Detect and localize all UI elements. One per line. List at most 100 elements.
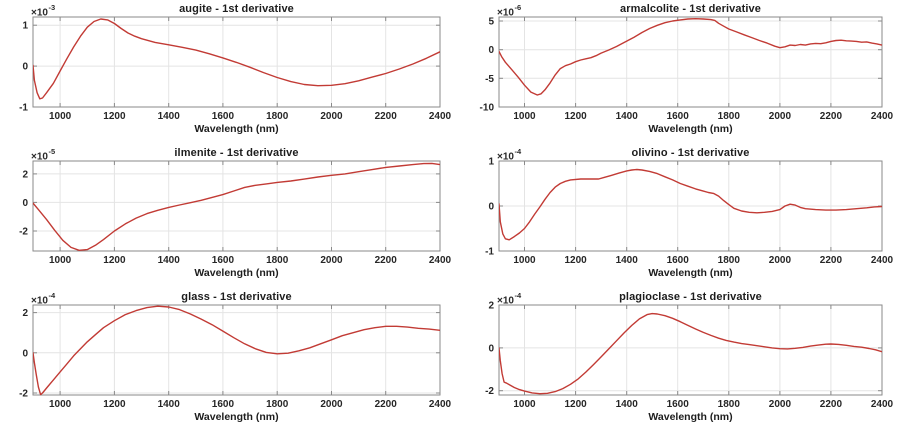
svg-text:1000: 1000 [513,255,536,266]
svg-text:2200: 2200 [375,111,398,122]
svg-text:2200: 2200 [820,399,843,410]
svg-text:1: 1 [22,21,28,32]
svg-text:1000: 1000 [513,399,536,410]
exponent-power: -3 [48,3,56,12]
svg-text:2000: 2000 [769,399,792,410]
svg-text:2: 2 [22,169,28,180]
svg-text:1800: 1800 [718,399,741,410]
plot-title: olivino - 1st derivative [631,147,750,159]
svg-text:1: 1 [488,157,494,168]
svg-text:1800: 1800 [266,111,289,122]
olivino-line-chart: 1000 1200 1400 1600 1800 2000 2200 2400 -1 0 1 [485,157,894,267]
svg-text:1000: 1000 [49,111,72,122]
augite-line-chart: 1000 1200 1400 1600 1800 2000 2200 2400 -1 0 1 [19,16,452,122]
svg-text:2400: 2400 [429,399,452,410]
exponent-power: -4 [514,147,522,156]
exponent-power: -4 [514,291,522,300]
svg-text:1200: 1200 [103,111,126,122]
svg-text:1600: 1600 [667,399,690,410]
plot-title: augite - 1st derivative [179,3,294,15]
y-axis-exponent: ×10-4 [31,291,56,307]
exponent-power: -5 [48,147,56,156]
plot-ilmenite: ×10-5 ilmenite - 1st derivative 1000 1200… [0,144,460,288]
svg-text:2200: 2200 [820,111,843,122]
svg-text:1800: 1800 [718,111,741,122]
svg-text:0: 0 [22,198,28,209]
svg-text:1200: 1200 [103,399,126,410]
plot-title: armalcolite - 1st derivative [620,3,761,15]
svg-text:1400: 1400 [158,111,181,122]
svg-text:1400: 1400 [616,111,639,122]
exponent-power: -6 [514,3,522,12]
plot-olivino: ×10-4 olivino - 1st derivative 1000 1200 1… [460,144,920,288]
svg-text:2000: 2000 [320,255,343,266]
svg-text:1200: 1200 [564,399,587,410]
svg-text:1400: 1400 [158,255,181,266]
svg-text:0: 0 [22,62,28,73]
x-axis-label: Wavelength (nm) [648,267,733,279]
exponent-base: ×10 [497,151,514,163]
x-axis-label: Wavelength (nm) [194,123,279,135]
x-axis-label: Wavelength (nm) [648,411,733,423]
svg-text:2400: 2400 [429,111,452,122]
svg-text:1000: 1000 [49,255,72,266]
glass-line-chart: 1000 1200 1400 1600 1800 2000 2200 2400 -2 0 2 [19,304,452,410]
svg-text:1200: 1200 [564,111,587,122]
ilmenite-line-chart: 1000 1200 1400 1600 1800 2000 2200 2400 -2 0 2 [19,160,452,266]
svg-text:1000: 1000 [49,399,72,410]
svg-text:1600: 1600 [212,111,235,122]
svg-text:-5: -5 [485,74,494,85]
svg-text:2: 2 [22,308,28,319]
svg-text:1200: 1200 [103,255,126,266]
plagioclase-line-chart: 1000 1200 1400 1600 1800 2000 2200 2400 -2 0 2 [485,301,894,411]
svg-text:-1: -1 [19,103,28,114]
svg-text:1600: 1600 [667,111,690,122]
svg-text:2000: 2000 [769,255,792,266]
exponent-power: -4 [48,291,56,300]
exponent-base: ×10 [31,295,48,307]
x-axis-label: Wavelength (nm) [194,267,279,279]
svg-text:2000: 2000 [320,399,343,410]
exponent-base: ×10 [31,151,48,163]
svg-text:1200: 1200 [564,255,587,266]
svg-text:2400: 2400 [871,399,894,410]
svg-text:2000: 2000 [320,111,343,122]
svg-text:1400: 1400 [616,399,639,410]
svg-text:1800: 1800 [266,255,289,266]
svg-text:0: 0 [488,202,494,213]
svg-text:1600: 1600 [212,399,235,410]
y-axis-exponent: ×10-6 [497,3,522,19]
svg-text:2: 2 [488,301,494,312]
svg-text:5: 5 [488,17,494,28]
svg-text:2200: 2200 [375,399,398,410]
svg-text:2200: 2200 [820,255,843,266]
svg-text:1400: 1400 [158,399,181,410]
svg-text:1800: 1800 [718,255,741,266]
svg-text:0: 0 [488,45,494,56]
svg-text:2400: 2400 [871,255,894,266]
plot-armalcolite: ×10-6 armalcolite - 1st derivative 1000 1… [460,0,920,144]
y-axis-exponent: ×10-3 [31,3,56,18]
plot-glass: ×10-4 glass - 1st derivative 1000 1200 140… [0,288,460,432]
y-axis-exponent: ×10-5 [31,147,56,163]
svg-text:-10: -10 [480,103,495,114]
plot-title: glass - 1st derivative [181,291,292,303]
svg-text:-2: -2 [485,386,494,397]
svg-text:1600: 1600 [667,255,690,266]
plot-augite: ×10-3 augite - 1st derivative 1000 1200 14… [0,0,460,144]
svg-text:-1: -1 [485,247,494,258]
y-axis-exponent: ×10-4 [497,291,522,306]
y-axis-exponent: ×10-4 [497,147,522,163]
svg-text:1000: 1000 [513,111,536,122]
svg-text:2400: 2400 [871,111,894,122]
plot-title: ilmenite - 1st derivative [174,147,299,159]
armalcolite-line-chart: 1000 1200 1400 1600 1800 2000 2200 2400 -10 -5 0 5 [480,16,894,122]
exponent-base: ×10 [497,7,514,19]
svg-text:1400: 1400 [616,255,639,266]
svg-text:0: 0 [22,348,28,359]
svg-text:2400: 2400 [429,255,452,266]
svg-text:1600: 1600 [212,255,235,266]
plot-plagioclase: ×10-4 plagioclase - 1st derivative 1000 1… [460,288,920,432]
svg-text:2000: 2000 [769,111,792,122]
